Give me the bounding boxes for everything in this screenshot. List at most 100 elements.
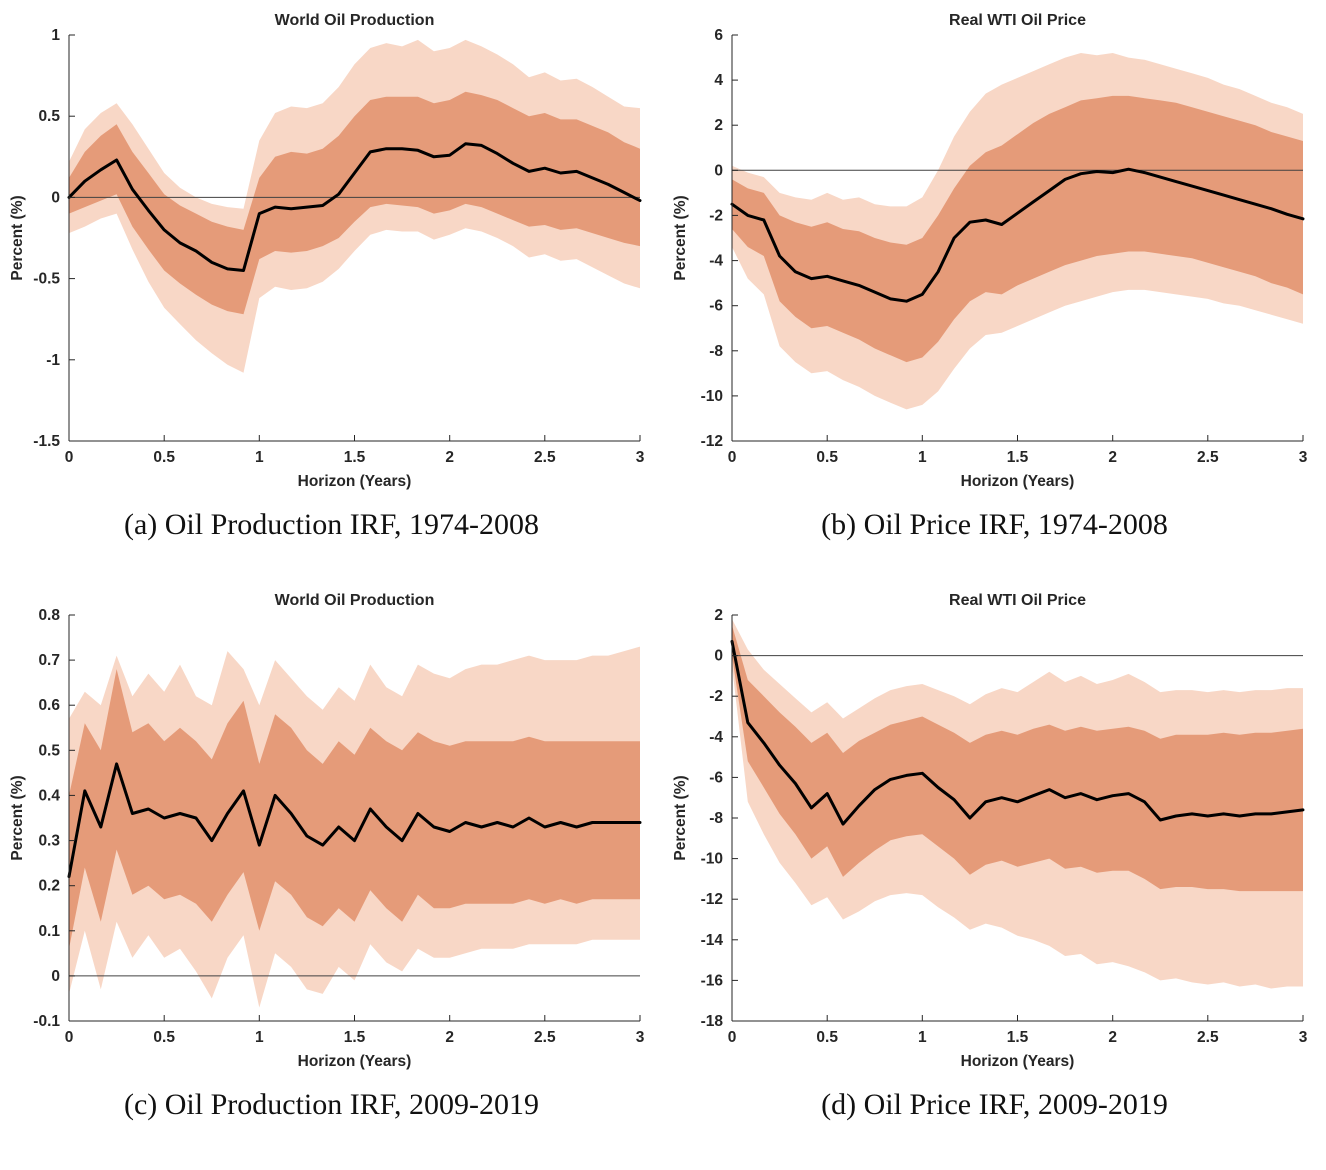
svg-text:2.5: 2.5	[534, 449, 556, 466]
inner-confidence-band	[731, 625, 1303, 892]
svg-text:2.5: 2.5	[1197, 1029, 1219, 1046]
svg-text:-4: -4	[709, 253, 723, 270]
inner-confidence-band	[68, 91, 640, 315]
irf-line	[730, 639, 1304, 826]
figure-panel-c: 0 0.5 1 1.5 2 2.5 3 -0.1 0 0.1 0.2 0.3 0.4 0.5 0.6 0.7 0…	[0, 588, 663, 1122]
svg-text:-8: -8	[709, 343, 723, 360]
svg-text:2.5: 2.5	[1197, 449, 1219, 466]
svg-text:2: 2	[445, 449, 454, 466]
svg-text:0: 0	[727, 449, 736, 466]
svg-text:0: 0	[64, 1029, 73, 1046]
svg-text:1: 1	[917, 1029, 926, 1046]
svg-text:-1: -1	[46, 352, 60, 369]
x-axis-label: Horizon (Years)	[960, 473, 1074, 490]
svg-text:0: 0	[51, 189, 60, 206]
svg-text:0.3: 0.3	[38, 833, 60, 850]
x-ticks: 0 0.5 1 1.5 2 2.5 3	[64, 1015, 644, 1046]
y-axis-label: Percent (%)	[9, 775, 26, 860]
svg-text:-0.1: -0.1	[33, 1013, 60, 1030]
svg-text:-12: -12	[700, 891, 722, 908]
x-axis-label: Horizon (Years)	[960, 1053, 1074, 1070]
svg-text:2: 2	[714, 607, 723, 624]
svg-text:0.5: 0.5	[816, 1029, 838, 1046]
svg-text:-14: -14	[700, 932, 723, 949]
svg-text:1: 1	[51, 27, 60, 44]
svg-text:0.2: 0.2	[38, 878, 60, 895]
svg-text:0: 0	[714, 162, 723, 179]
svg-text:1: 1	[917, 449, 926, 466]
y-axis-label: Percent (%)	[672, 775, 689, 860]
svg-text:-2: -2	[709, 688, 723, 705]
chart-title: Real WTI Oil Price	[949, 12, 1086, 29]
chart-title: World Oil Production	[274, 592, 434, 609]
y-ticks: -0.1 0 0.1 0.2 0.3 0.4 0.5 0.6 0.7 0.8	[33, 607, 75, 1030]
svg-text:0: 0	[51, 968, 60, 985]
svg-text:-0.5: -0.5	[33, 271, 60, 288]
x-axis-label: Horizon (Years)	[297, 473, 411, 490]
svg-text:1: 1	[254, 449, 263, 466]
svg-text:2: 2	[714, 117, 723, 134]
svg-text:3: 3	[1298, 449, 1307, 466]
y-axis-label: Percent (%)	[9, 195, 26, 280]
irf-line	[67, 142, 641, 272]
figure-panel-b: 0 0.5 1 1.5 2 2.5 3 -12 -10 -8 -6 -4 -2 0 2 4 6 Real WTI …	[663, 8, 1326, 542]
svg-text:1.5: 1.5	[1006, 449, 1028, 466]
oil-production-irf-chart-1974-2008: 0 0.5 1 1.5 2 2.5 3 -1.5 -1 -0.5 0 0.5 1 World Oil Pr…	[9, 12, 645, 490]
svg-text:0.5: 0.5	[38, 742, 60, 759]
y-axis-label: Percent (%)	[672, 195, 689, 280]
oil-price-irf-chart-1974-2008: 0 0.5 1 1.5 2 2.5 3 -12 -10 -8 -6 -4 -2 0 2 4 6 Real WTI …	[672, 12, 1308, 490]
svg-text:-10: -10	[700, 388, 722, 405]
svg-text:0.5: 0.5	[816, 449, 838, 466]
svg-text:-6: -6	[709, 769, 723, 786]
svg-text:0.5: 0.5	[38, 108, 60, 125]
svg-text:-18: -18	[700, 1013, 723, 1030]
x-ticks: 0 0.5 1 1.5 2 2.5 3	[727, 1015, 1307, 1046]
inner-confidence-band	[68, 669, 640, 949]
figure-panel-a: 0 0.5 1 1.5 2 2.5 3 -1.5 -1 -0.5 0 0.5 1 World Oil Pr…	[0, 8, 663, 542]
svg-text:0.8: 0.8	[38, 607, 60, 624]
svg-text:2: 2	[1108, 449, 1117, 466]
svg-text:0.4: 0.4	[38, 787, 60, 804]
svg-text:1.5: 1.5	[343, 1029, 365, 1046]
y-ticks: -1.5 -1 -0.5 0 0.5 1	[33, 27, 75, 450]
svg-text:2.5: 2.5	[534, 1029, 556, 1046]
svg-text:-1.5: -1.5	[33, 433, 60, 450]
svg-text:0: 0	[64, 449, 73, 466]
irf-line	[730, 167, 1304, 303]
inner-confidence-band	[731, 95, 1303, 363]
chart-title: Real WTI Oil Price	[949, 592, 1086, 609]
svg-text:6: 6	[714, 27, 723, 44]
svg-text:1.5: 1.5	[1006, 1029, 1028, 1046]
svg-text:0.5: 0.5	[153, 449, 175, 466]
svg-text:-8: -8	[709, 810, 723, 827]
caption-panel-d: (d) Oil Price IRF, 2009-2019	[821, 1088, 1168, 1121]
y-ticks: -18 -16 -14 -12 -10 -8 -6 -4 -2 0 2	[700, 607, 738, 1030]
svg-text:0.7: 0.7	[38, 652, 60, 669]
svg-text:-4: -4	[709, 729, 723, 746]
chart-title: World Oil Production	[274, 12, 434, 29]
x-ticks: 0 0.5 1 1.5 2 2.5 3	[727, 435, 1307, 466]
svg-text:2: 2	[445, 1029, 454, 1046]
svg-text:3: 3	[635, 449, 644, 466]
irf-figure-grid: 0 0.5 1 1.5 2 2.5 3 -1.5 -1 -0.5 0 0.5 1 World Oil Pr…	[0, 8, 1326, 1122]
svg-text:1: 1	[254, 1029, 263, 1046]
svg-text:0: 0	[714, 648, 723, 665]
svg-text:1.5: 1.5	[343, 449, 365, 466]
svg-text:0.6: 0.6	[38, 697, 60, 714]
figure-panel-d: 0 0.5 1 1.5 2 2.5 3 -18 -16 -14 -12 -10 -8 -6 -4 -2 0 2 Re…	[663, 588, 1326, 1122]
svg-text:0.1: 0.1	[38, 923, 60, 940]
caption-panel-c: (c) Oil Production IRF, 2009-2019	[123, 1088, 540, 1121]
caption-panel-b: (b) Oil Price IRF, 1974-2008	[821, 508, 1168, 541]
svg-text:0: 0	[727, 1029, 736, 1046]
svg-text:-10: -10	[700, 851, 722, 868]
svg-text:-16: -16	[700, 972, 723, 989]
svg-text:0.5: 0.5	[153, 1029, 175, 1046]
svg-text:-2: -2	[709, 207, 723, 224]
oil-price-irf-chart-2009-2019: 0 0.5 1 1.5 2 2.5 3 -18 -16 -14 -12 -10 -8 -6 -4 -2 0 2 Re…	[672, 592, 1308, 1070]
x-ticks: 0 0.5 1 1.5 2 2.5 3	[64, 435, 644, 466]
oil-production-irf-chart-2009-2019: 0 0.5 1 1.5 2 2.5 3-0.100.10.20.30.40.50.60.70…	[9, 592, 645, 1070]
svg-text:-12: -12	[700, 433, 722, 450]
svg-text:3: 3	[1298, 1029, 1307, 1046]
y-ticks: -12 -10 -8 -6 -4 -2 0 2 4 6	[700, 27, 738, 450]
svg-text:2: 2	[1108, 1029, 1117, 1046]
